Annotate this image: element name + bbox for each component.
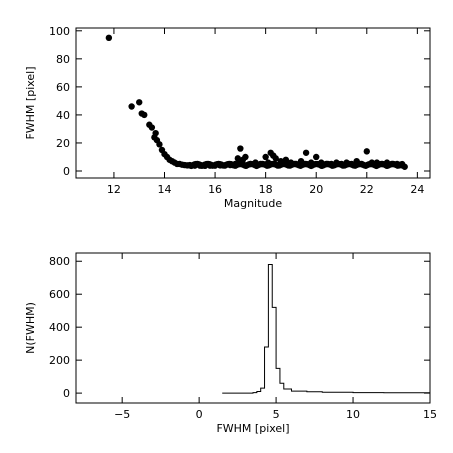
x-axis-label: Magnitude — [224, 197, 283, 210]
data-point — [128, 103, 135, 110]
data-point — [272, 155, 279, 162]
y-tick-label: 60 — [56, 81, 70, 94]
bottom-panel-histogram: −5 0 5 10 15 0 200 400 600 800 FWHM [pixel] N(FWHM) — [24, 252, 437, 435]
data-point — [136, 99, 143, 106]
y-tick-label: 600 — [49, 288, 70, 301]
data-point — [242, 153, 249, 161]
y-tick-label: 100 — [49, 25, 70, 38]
y-axis-label: N(FWHM) — [24, 302, 37, 354]
data-point — [234, 155, 242, 162]
data-point — [313, 153, 320, 161]
data-point — [141, 111, 148, 119]
y-tick-label: 0 — [63, 165, 70, 178]
x-tick-label: 14 — [158, 183, 172, 196]
y-tick-label: 0 — [63, 387, 70, 400]
x-tick-label: 5 — [273, 408, 280, 421]
y-tick-label: 20 — [56, 137, 70, 150]
x-tick-label: 18 — [259, 183, 273, 196]
x-tick-label: 22 — [360, 183, 374, 196]
y-axis-label: FWHM [pixel] — [24, 66, 37, 139]
y-tick-label: 400 — [49, 321, 70, 334]
data-point — [398, 160, 406, 168]
plot-frame — [75, 27, 431, 179]
x-axis-label: FWHM [pixel] — [216, 422, 289, 435]
data-point — [152, 129, 159, 137]
y-tick-label: 80 — [56, 53, 70, 66]
histogram-step-line — [222, 264, 431, 394]
x-tick-label: 15 — [423, 408, 437, 421]
x-tick-label: 16 — [208, 183, 222, 196]
top-panel-scatter: 12 14 16 18 20 22 24 0 20 40 60 80 100 Magnitude FWHM … — [24, 25, 431, 210]
x-tick-label: 10 — [346, 408, 360, 421]
x-tick-label: 12 — [107, 183, 121, 196]
x-tick-label: 20 — [309, 183, 323, 196]
plot-frame — [75, 252, 431, 404]
x-tick-label: −5 — [114, 408, 130, 421]
x-tick-label: 24 — [410, 183, 424, 196]
x-tick-label: 0 — [196, 408, 203, 421]
y-tick-label: 800 — [49, 255, 70, 268]
y-tick-label: 200 — [49, 354, 70, 367]
data-point — [262, 153, 269, 161]
data-point — [105, 34, 113, 42]
y-tick-label: 40 — [56, 109, 70, 122]
data-point — [156, 141, 163, 148]
data-point — [363, 148, 370, 155]
data-point — [237, 145, 244, 152]
data-point — [302, 149, 310, 156]
data-point — [148, 124, 156, 131]
